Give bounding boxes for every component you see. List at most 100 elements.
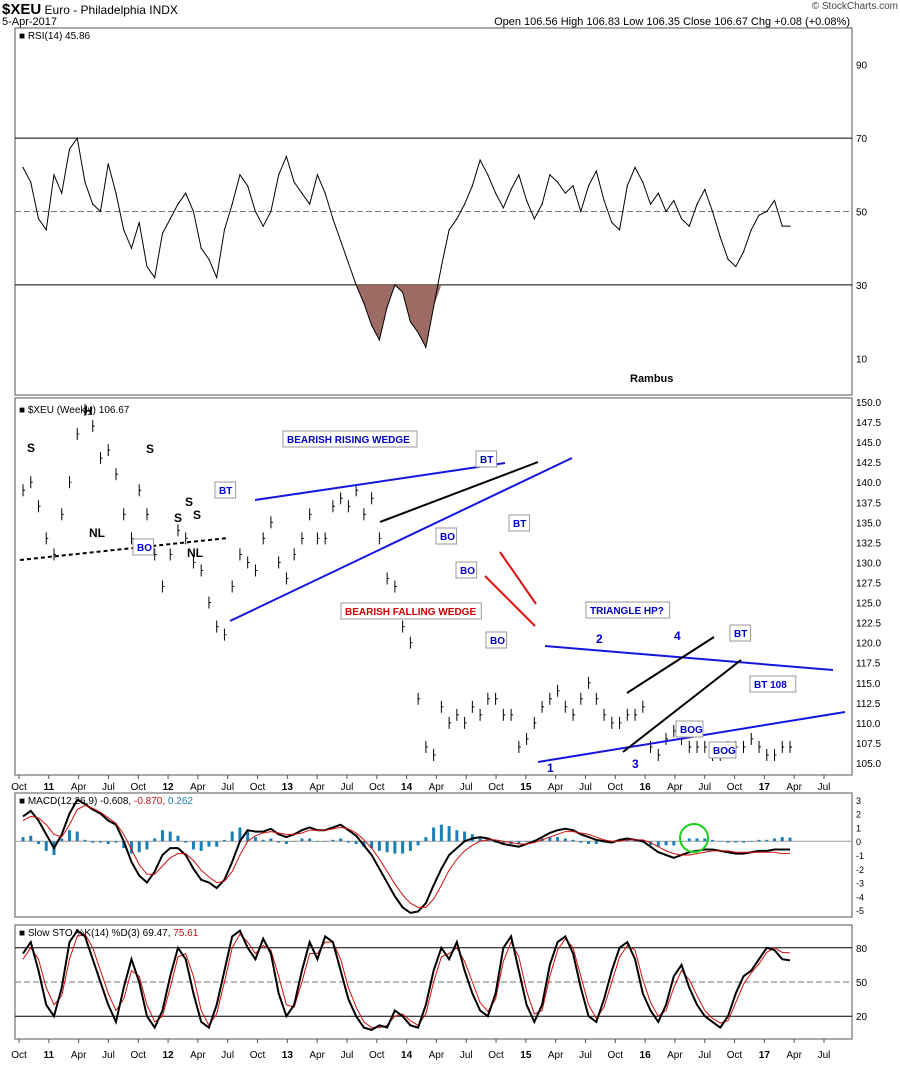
macd-histogram-bar: [393, 841, 397, 854]
x-tick-label: Oct: [369, 782, 385, 793]
x-tick-label: 14: [401, 782, 413, 793]
macd-histogram-bar: [230, 831, 234, 842]
rsi-line: [22, 136, 790, 349]
chart-date: 5-Apr-2017: [2, 16, 58, 28]
index-name: Euro - Philadelphia INDX: [44, 3, 178, 17]
rsi-point: [673, 199, 675, 202]
annotation-box: [749, 675, 797, 693]
macd-histogram-bar: [401, 841, 405, 854]
sto-tick-label: 50: [856, 978, 868, 989]
rsi-point: [68, 148, 71, 150]
rsi-point: [107, 163, 109, 165]
annotation-label: H: [84, 404, 93, 418]
macd-histogram-bar: [633, 841, 637, 842]
rsi-point: [239, 174, 241, 176]
annotation-label: S: [27, 441, 35, 455]
rsi-point: [340, 240, 342, 242]
price-tick-label: 122.5: [856, 619, 881, 630]
rsi-point: [123, 229, 125, 231]
rsi-point: [386, 306, 388, 308]
channel-upper-line: [626, 636, 715, 694]
rsi-point: [433, 306, 435, 308]
rsi-point: [665, 210, 667, 213]
macd-tick-label: 1: [856, 823, 861, 833]
rsi-point: [789, 225, 791, 227]
macd-histogram-bar: [331, 839, 335, 842]
rsi-point: [169, 218, 171, 220]
macd-histogram-bar: [370, 841, 374, 849]
rsi-point: [572, 185, 574, 187]
rsi-point: [247, 185, 249, 187]
macd-histogram-bar: [160, 830, 164, 842]
rsi-point: [510, 188, 512, 191]
annotation-box: [485, 631, 508, 649]
rsi-tick-label: 90: [856, 61, 868, 72]
macd-histogram-bar: [29, 835, 33, 842]
annotation-label: BO: [490, 636, 505, 647]
price-tick-label: 147.5: [856, 418, 881, 429]
annotation-box: [475, 450, 498, 468]
rsi-point: [138, 221, 140, 224]
rsi-point: [626, 185, 628, 187]
rsi-point: [719, 236, 721, 238]
falling-wedge-upper: [499, 551, 537, 605]
rsi-point: [394, 284, 396, 286]
macd-histogram-bar: [253, 837, 257, 842]
annotation-label: BO: [440, 532, 455, 543]
x-tick-label: 15: [520, 782, 532, 793]
macd-histogram-bar: [687, 838, 691, 842]
rsi-tick-label: 50: [856, 208, 868, 219]
price-tick-label: 130.0: [856, 558, 881, 569]
x-tick-label: Jul: [698, 1050, 711, 1061]
x-tick-label: Apr: [309, 1050, 325, 1061]
price-tick-label: 107.5: [856, 739, 881, 750]
macd-histogram-bar: [780, 837, 784, 842]
rsi-point: [254, 210, 257, 213]
macd-histogram-bar: [447, 826, 451, 842]
x-tick-label: Apr: [786, 1050, 802, 1061]
macd-histogram-bar: [122, 841, 126, 849]
x-tick-label: 11: [44, 782, 55, 793]
macd-histogram-bar: [734, 841, 738, 843]
rsi-point: [200, 247, 202, 249]
rsi-point: [84, 181, 86, 183]
macd-histogram-bar: [571, 839, 575, 842]
rsi-point: [409, 321, 411, 323]
rsi-point: [347, 262, 349, 264]
x-tick-label: Apr: [190, 1050, 206, 1061]
rsi-point: [270, 210, 272, 213]
macd-histogram-bar: [718, 841, 722, 842]
macd-histogram-bar: [501, 841, 505, 844]
macd-histogram-bar: [525, 841, 529, 842]
macd-histogram-bar: [742, 841, 746, 843]
macd-histogram-bar: [416, 841, 420, 846]
macd-histogram-bar: [377, 841, 381, 851]
x-tick-label: Jul: [579, 1050, 592, 1061]
annotation-box: [708, 741, 737, 759]
rsi-point: [216, 276, 218, 279]
price-tick-label: 150.0: [856, 398, 881, 409]
annotation-label: S: [185, 495, 193, 509]
rsi-point: [262, 225, 264, 227]
x-tick-label: Oct: [130, 1050, 146, 1061]
macd-histogram-bar: [75, 831, 79, 842]
rsi-point: [471, 185, 473, 187]
macd-histogram-bar: [106, 841, 110, 844]
macd-histogram-bar: [292, 841, 296, 842]
macd-histogram-bar: [98, 841, 102, 843]
x-tick-label: 17: [759, 782, 771, 793]
x-tick-label: Jul: [221, 782, 234, 793]
price-tick-label: 127.5: [856, 578, 881, 589]
macd-histogram-bar: [114, 841, 118, 843]
rsi-tick-label: 30: [856, 281, 868, 292]
x-tick-label: Apr: [667, 1050, 683, 1061]
rsi-point: [549, 174, 551, 176]
x-tick-label: 16: [640, 782, 652, 793]
macd-histogram-bar: [137, 841, 141, 853]
rsi-point: [293, 181, 295, 183]
rsi-point: [363, 302, 365, 304]
rsi-point: [208, 258, 210, 260]
macd-tick-label: 3: [856, 796, 861, 806]
rsi-point: [742, 251, 745, 253]
x-tick-label: Jul: [818, 1050, 831, 1061]
